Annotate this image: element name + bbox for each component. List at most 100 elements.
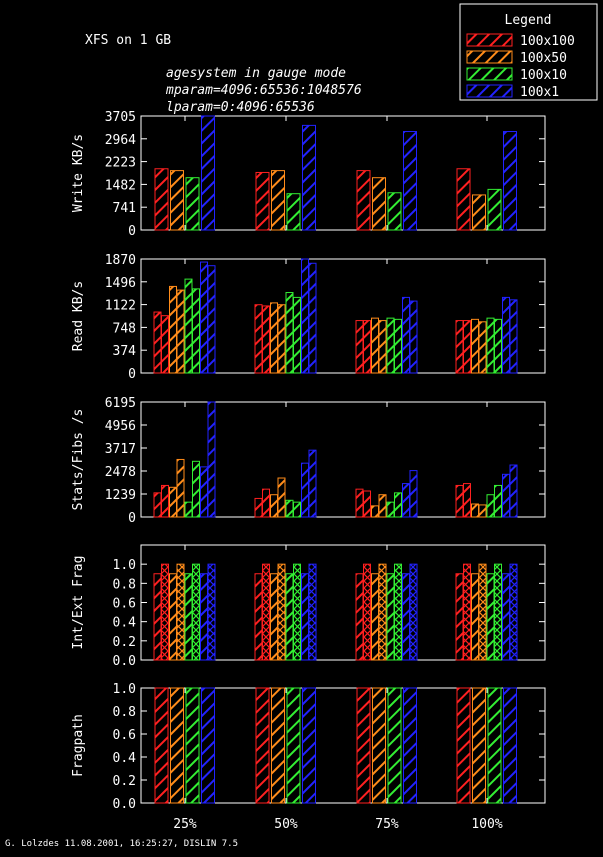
bar-100x100-75% xyxy=(363,563,371,661)
bar-100x1-25% xyxy=(207,563,216,661)
bar-100x50-50% xyxy=(270,494,278,518)
y-tick-label: 1.0 xyxy=(113,682,136,697)
bar-100x100-50% xyxy=(254,304,263,374)
bar-100x10-100% xyxy=(486,494,495,518)
legend-swatch-100x1 xyxy=(466,84,513,98)
bar-100x10-50% xyxy=(286,687,301,804)
panel-frame xyxy=(140,258,546,374)
bar-100x1-50% xyxy=(308,262,317,374)
bar-100x10-50% xyxy=(286,193,301,231)
y-tick-label: 748 xyxy=(113,321,136,336)
panel-1: 0 741 1482 2223 2964 3705 Write KB/s xyxy=(71,110,546,239)
bar-100x50-100% xyxy=(471,318,479,374)
y-tick-label: 0 xyxy=(128,511,136,526)
bar-100x1-50% xyxy=(308,563,317,661)
bar-100x50-50% xyxy=(271,170,285,231)
bar-100x50-25% xyxy=(176,563,185,661)
bar-100x100-75% xyxy=(363,490,371,518)
bar-100x1-50% xyxy=(308,449,317,518)
legend-swatch-100x10 xyxy=(466,67,513,81)
bar-100x50-75% xyxy=(378,320,387,374)
x-tick-label: 50% xyxy=(274,817,298,832)
bar-100x100-25% xyxy=(161,484,169,518)
bar-100x10-75% xyxy=(386,317,395,374)
bar-100x50-100% xyxy=(471,503,479,518)
y-axis-label: Int/Ext Frag xyxy=(71,556,86,650)
bar-100x1-75% xyxy=(402,573,410,661)
y-tick-label: 2223 xyxy=(105,156,136,171)
bar-100x10-50% xyxy=(293,501,301,518)
legend-swatch-100x100 xyxy=(466,33,513,47)
bar-100x100-25% xyxy=(154,168,169,231)
bar-100x1-75% xyxy=(409,300,418,374)
y-tick-label: 0.4 xyxy=(113,616,137,631)
bar-100x100-50% xyxy=(254,497,263,518)
panel-2: 0 374 748 1122 1496 1870 Read KB/s xyxy=(71,253,546,382)
bar-100x100-75% xyxy=(355,320,364,374)
bar-100x50-25% xyxy=(169,285,177,374)
bar-100x100-25% xyxy=(153,492,162,518)
bar-100x100-25% xyxy=(161,563,169,661)
bar-100x100-100% xyxy=(456,168,471,231)
y-tick-label: 0 xyxy=(128,367,136,382)
bar-100x10-25% xyxy=(192,460,200,518)
y-tick-label: 0.0 xyxy=(113,797,136,812)
bar-100x1-25% xyxy=(200,261,208,374)
bar-100x1-50% xyxy=(301,462,309,518)
bar-100x1-25% xyxy=(207,401,216,518)
bar-100x100-100% xyxy=(456,687,471,804)
bar-100x1-75% xyxy=(409,563,418,661)
bar-100x10-100% xyxy=(487,188,502,231)
bar-100x1-50% xyxy=(302,687,316,804)
bar-100x1-100% xyxy=(502,296,510,374)
bar-100x1-50% xyxy=(301,573,309,661)
bar-100x10-75% xyxy=(387,192,402,231)
y-tick-label: 0 xyxy=(128,224,136,239)
bar-100x10-25% xyxy=(184,501,193,518)
bar-100x50-100% xyxy=(478,321,487,374)
bar-100x10-50% xyxy=(285,292,294,374)
bar-100x100-100% xyxy=(463,563,471,661)
bar-100x10-50% xyxy=(285,573,294,661)
bar-100x100-25% xyxy=(154,687,169,804)
bar-100x1-100% xyxy=(503,687,517,804)
y-axis-label: Fragpath xyxy=(71,714,86,777)
y-tick-label: 3705 xyxy=(105,110,136,125)
bar-100x1-100% xyxy=(509,563,518,661)
bar-100x10-25% xyxy=(184,573,193,661)
bar-100x100-25% xyxy=(153,311,162,374)
bar-100x50-75% xyxy=(372,177,386,231)
y-tick-label: 0.0 xyxy=(113,654,136,669)
bar-100x1-25% xyxy=(200,466,208,518)
bar-100x50-75% xyxy=(372,687,386,804)
bar-100x10-75% xyxy=(394,318,402,374)
bar-100x50-75% xyxy=(371,505,379,518)
bar-100x50-25% xyxy=(170,170,184,231)
bar-100x1-100% xyxy=(509,299,518,374)
chart-title: XFS on 1 GB xyxy=(85,33,171,48)
bar-100x10-75% xyxy=(394,492,402,518)
x-tick-label: 75% xyxy=(375,817,399,832)
bar-100x50-25% xyxy=(169,486,177,518)
y-tick-label: 4956 xyxy=(105,419,136,434)
bar-100x1-50% xyxy=(302,124,316,231)
panel-5: 0.0 0.2 0.4 0.6 0.8 1.0 Fragpath xyxy=(71,682,546,812)
panel-3: 0 1239 2478 3717 4956 6195 Stats/Fibs /s xyxy=(71,396,546,526)
bar-100x50-50% xyxy=(271,687,285,804)
bar-100x50-25% xyxy=(169,573,177,661)
y-tick-label: 0.2 xyxy=(113,774,136,789)
bar-100x100-100% xyxy=(455,573,464,661)
bar-100x1-100% xyxy=(502,573,510,661)
bar-100x1-75% xyxy=(403,131,417,231)
y-tick-label: 0.6 xyxy=(113,728,136,743)
bar-100x100-75% xyxy=(355,573,364,661)
bar-100x50-50% xyxy=(277,304,286,374)
y-tick-label: 2964 xyxy=(105,133,136,148)
chart-footer: G. Lolzdes 11.08.2001, 16:25:27, DISLIN … xyxy=(5,839,238,849)
panel-frame xyxy=(140,115,546,231)
bar-100x50-100% xyxy=(471,573,479,661)
bar-100x10-100% xyxy=(494,318,502,374)
bar-100x10-25% xyxy=(184,278,193,374)
bar-100x100-75% xyxy=(355,488,364,518)
